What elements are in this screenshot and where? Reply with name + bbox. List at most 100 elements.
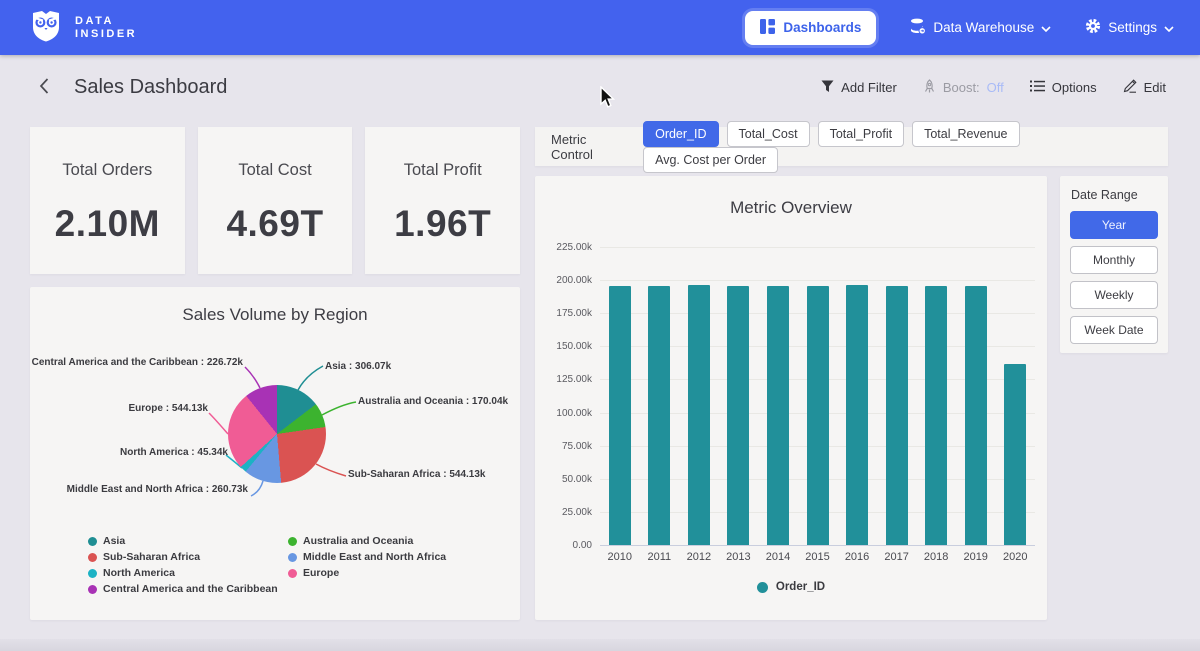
metric-control-bar: Metric Control Order_ID Total_Cost Total_P… <box>535 120 1168 173</box>
legend-dot-icon <box>288 552 297 562</box>
nav-data-warehouse-menu[interactable]: Data Warehouse <box>910 18 1051 38</box>
x-tick-label: 2020 <box>1003 551 1028 563</box>
x-tick-label: 2011 <box>647 551 672 563</box>
gridline <box>600 545 1035 546</box>
kpi-label: Total Profit <box>403 161 482 179</box>
bar-2016[interactable] <box>837 247 877 545</box>
date-range-button-year[interactable]: Year <box>1070 211 1158 239</box>
kpi-value: 2.10M <box>54 203 160 244</box>
header-actions: Add Filter Boost: Off <box>821 78 1166 97</box>
bar-rect <box>925 286 948 545</box>
pie-legend-item-central-america-and-the-caribbean[interactable]: Central America and the Caribbean <box>88 581 288 597</box>
y-tick-label: 75.00k <box>561 440 592 452</box>
bar-2014[interactable] <box>758 247 798 545</box>
bar-2017[interactable] <box>877 247 917 545</box>
kpi-label: Total Orders <box>62 161 153 179</box>
legend-dot-icon <box>288 568 297 578</box>
bar-rect <box>1004 364 1027 545</box>
top-navbar: DATA INSIDER Dashboards <box>0 0 1200 55</box>
gridline <box>600 280 1035 282</box>
kpi-label: Total Cost <box>238 161 312 179</box>
x-tick-label: 2010 <box>607 551 633 563</box>
y-tick-label: 150.00k <box>556 341 592 353</box>
boost-toggle[interactable]: Boost: Off <box>923 78 1004 97</box>
metric-button-total-revenue[interactable]: Total_Revenue <box>912 120 1020 147</box>
back-button[interactable] <box>34 73 54 102</box>
bar-2011[interactable] <box>640 247 680 545</box>
left-column: Total Orders 2.10M Total Cost 4.69T Total Pr… <box>30 127 521 620</box>
funnel-icon <box>821 80 834 96</box>
bar-2015[interactable] <box>798 247 838 545</box>
add-filter-button[interactable]: Add Filter <box>821 80 897 96</box>
pie-chart-widget: Sales Volume by Region Asia : 306.07k Au… <box>30 287 520 620</box>
nav-settings-menu[interactable]: Settings <box>1085 18 1174 37</box>
metric-button-avg-cost-per-order[interactable]: Avg. Cost per Order <box>643 146 779 173</box>
kpi-row: Total Orders 2.10M Total Cost 4.69T Total Pr… <box>30 127 521 274</box>
pie-label-europe: Europe : 544.13k <box>128 403 208 414</box>
pie-legend-item-europe[interactable]: Europe <box>288 565 446 581</box>
date-range-button-monthly[interactable]: Monthly <box>1070 246 1158 274</box>
y-tick-label: 125.00k <box>556 374 592 386</box>
metric-button-total-profit[interactable]: Total_Profit <box>817 120 905 147</box>
date-range-button-weekly[interactable]: Weekly <box>1070 281 1158 309</box>
page-title: Sales Dashboard <box>74 76 228 98</box>
metric-button-order-id[interactable]: Order_ID <box>643 120 719 147</box>
x-tick-label: 2014 <box>765 551 791 563</box>
date-range-button-week-date[interactable]: Week Date <box>1070 316 1158 344</box>
nav-dashboards-button[interactable]: Dashboards <box>745 10 877 45</box>
kpi-card-total-cost: Total Cost 4.69T <box>197 127 353 274</box>
navbar-menu: Dashboards Data Warehouse <box>745 10 1174 45</box>
dashboard-grid-icon <box>760 18 776 37</box>
x-tick-label: 2016 <box>844 551 870 563</box>
right-column: Metric Control Order_ID Total_Cost Total_P… <box>535 120 1168 620</box>
legend-dot-icon <box>88 536 97 546</box>
brand-name: DATA INSIDER <box>75 14 138 40</box>
legend-label: Sub-Saharan Africa <box>103 551 201 563</box>
legend-label: Middle East and North Africa <box>303 551 447 563</box>
legend-label: Asia <box>103 535 126 547</box>
pie-label-middle-east-north-africa: Middle East and North Africa : 260.73k <box>66 484 248 495</box>
pie-legend-item-asia[interactable]: Asia <box>88 533 288 549</box>
bottom-strip <box>0 639 1200 651</box>
x-tick-label: 2013 <box>726 551 751 563</box>
x-axis-labels: 2010 2011 2012 2013 2014 2015 2016 2017 2018 2019… <box>600 551 1035 563</box>
bar-rect <box>766 286 789 545</box>
bar-2012[interactable] <box>679 247 719 545</box>
pie-legend-item-sub-saharan-africa[interactable]: Sub-Saharan Africa <box>88 549 288 565</box>
pie-legend-item-middle-east-and-north-africa[interactable]: Middle East and North Africa <box>288 549 446 565</box>
chevron-left-icon <box>38 77 50 98</box>
bar-2010[interactable] <box>600 247 640 545</box>
pie-legend: Asia Sub-Saharan Africa North America Centr… <box>88 533 446 597</box>
legend-label: Central America and the Caribbean <box>103 583 278 595</box>
bar-chart: 225.00k 200.00k 175.00k 150.00k 125.00k 100.0… <box>545 242 1037 607</box>
bar-rect <box>806 286 829 545</box>
legend-dot-icon <box>88 568 97 578</box>
metric-control-label: Metric Control <box>551 131 593 162</box>
bar-2020[interactable] <box>995 247 1035 545</box>
legend-label: Europe <box>303 567 340 579</box>
bar-2018[interactable] <box>916 247 956 545</box>
bar-rect <box>648 285 671 545</box>
y-tick-label: 50.00k <box>561 473 592 485</box>
bar-legend-order-id[interactable]: Order_ID <box>545 581 1037 593</box>
pie-label-australia-oceania: Australia and Oceania : 170.04k <box>358 396 509 407</box>
pie-legend-item-australia-and-oceania[interactable]: Australia and Oceania <box>288 533 446 549</box>
database-icon <box>910 18 927 38</box>
pie-label-north-america: North America : 45.34k <box>119 447 228 458</box>
metric-button-total-cost[interactable]: Total_Cost <box>726 120 810 147</box>
bar-2013[interactable] <box>719 247 759 545</box>
pie-legend-item-north-america[interactable]: North America <box>88 565 288 581</box>
bar-2019[interactable] <box>956 247 996 545</box>
owl-logo-icon <box>28 7 64 48</box>
edit-button[interactable]: Edit <box>1123 79 1166 96</box>
brand-logo[interactable]: DATA INSIDER <box>28 7 137 48</box>
y-axis-ticks: 225.00k 200.00k 175.00k 150.00k 125.00k 100.0… <box>545 242 592 551</box>
gear-icon <box>1085 18 1101 37</box>
pie-label-central-america-caribbean: Central America and the Caribbean : 226.… <box>31 357 243 368</box>
options-button[interactable]: Options <box>1029 80 1097 95</box>
legend-label: North America <box>103 567 175 579</box>
pie-chart[interactable] <box>228 385 326 483</box>
y-tick-label: 100.00k <box>556 407 592 419</box>
pencil-icon <box>1123 79 1137 96</box>
pie-chart-title: Sales Volume by Region <box>182 305 368 324</box>
